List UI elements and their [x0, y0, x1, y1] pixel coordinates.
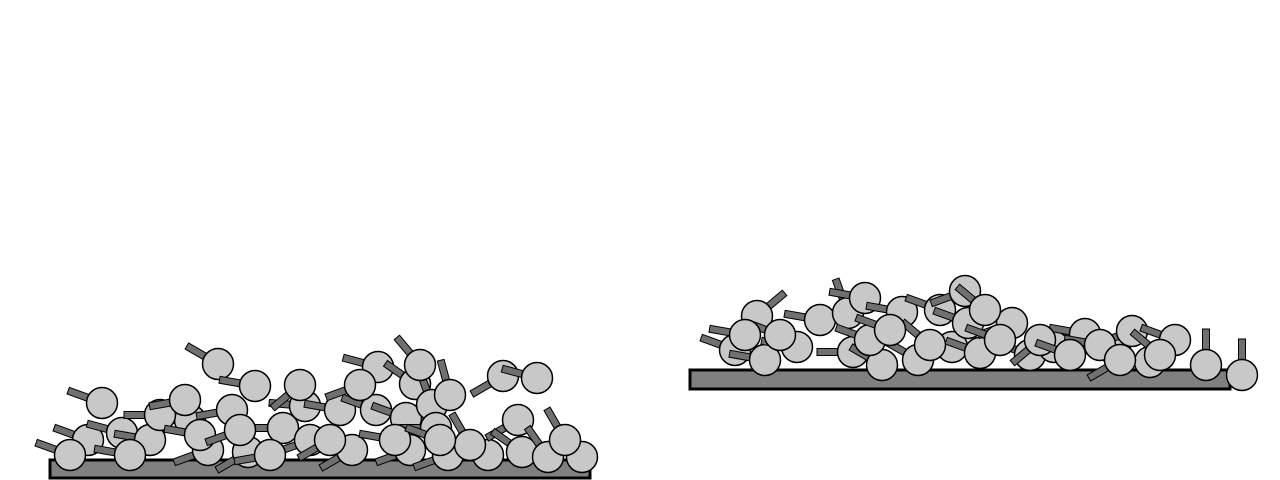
- left-lipid-molecule: [543, 406, 582, 457]
- lipid-head: [223, 413, 257, 447]
- lipid-head: [1143, 338, 1177, 372]
- lipid-head: [113, 438, 147, 472]
- left-lipid-molecule: [393, 334, 437, 382]
- left-lipid-molecule: [296, 423, 347, 462]
- right-lipid-molecule: [954, 283, 1002, 327]
- lipid-head: [763, 318, 797, 352]
- lipid-head: [968, 293, 1002, 327]
- lipid-head: [403, 348, 437, 382]
- lipid-head: [728, 318, 762, 352]
- right-lipid-molecule: [1189, 328, 1223, 382]
- right-lipid-molecule: [783, 303, 837, 337]
- lipid-head: [423, 423, 457, 457]
- right-molecule-layer: [699, 274, 1259, 392]
- right-lipid-molecule: [1129, 328, 1177, 372]
- lipid-head: [1225, 358, 1259, 392]
- lipid-head: [85, 386, 119, 420]
- left-panel: [34, 334, 599, 480]
- left-lipid-molecule: [66, 386, 119, 420]
- lipid-head: [378, 423, 412, 457]
- lipid-head: [183, 418, 217, 452]
- lipid-head: [168, 383, 202, 417]
- left-lipid-molecule: [358, 423, 412, 457]
- left-lipid-molecule: [469, 359, 520, 398]
- right-lipid-molecule: [964, 323, 1017, 357]
- lipid-head: [313, 423, 347, 457]
- lipid-head: [983, 323, 1017, 357]
- left-lipid-molecule: [269, 368, 317, 412]
- left-lipid-molecule: [500, 361, 554, 395]
- lipid-head: [266, 411, 300, 445]
- lipid-head: [433, 378, 467, 412]
- left-lipid-molecule: [34, 438, 87, 472]
- left-lipid-molecule: [184, 342, 235, 381]
- left-lipid-molecule: [204, 413, 257, 447]
- right-lipid-molecule: [1086, 343, 1137, 382]
- right-panel: [688, 274, 1259, 392]
- left-lipid-molecule: [489, 427, 539, 469]
- lipid-head: [201, 347, 235, 381]
- lipid-head: [238, 369, 272, 403]
- right-lipid-molecule: [1034, 338, 1087, 372]
- right-lipid-molecule: [899, 318, 947, 362]
- lipid-head: [283, 368, 317, 402]
- lipid-head: [548, 423, 582, 457]
- right-lipid-molecule: [854, 313, 907, 347]
- lipid-head: [1189, 348, 1223, 382]
- left-molecule-layer: [34, 334, 599, 474]
- lipid-head: [453, 428, 487, 462]
- lipid-head: [520, 361, 554, 395]
- lipid-head: [501, 403, 535, 437]
- left-lipid-molecule: [233, 438, 287, 472]
- left-lipid-molecule: [433, 358, 467, 412]
- left-lipid-molecule: [404, 423, 457, 457]
- lipid-head: [253, 438, 287, 472]
- lipid-head: [1103, 343, 1137, 377]
- lipid-head: [873, 313, 907, 347]
- right-lipid-molecule: [1225, 338, 1259, 392]
- left-lipid-molecule: [148, 383, 202, 417]
- left-lipid-molecule: [93, 438, 147, 472]
- right-lipid-molecule: [708, 318, 762, 352]
- lipid-head: [913, 328, 947, 362]
- lipid-head: [53, 438, 87, 472]
- left-lipid-molecule: [448, 411, 487, 462]
- lipid-head: [343, 368, 377, 402]
- lipid-head: [803, 303, 837, 337]
- left-lipid-molecule: [218, 369, 272, 403]
- left-lipid-molecule: [324, 368, 377, 402]
- lipid-head: [1053, 338, 1087, 372]
